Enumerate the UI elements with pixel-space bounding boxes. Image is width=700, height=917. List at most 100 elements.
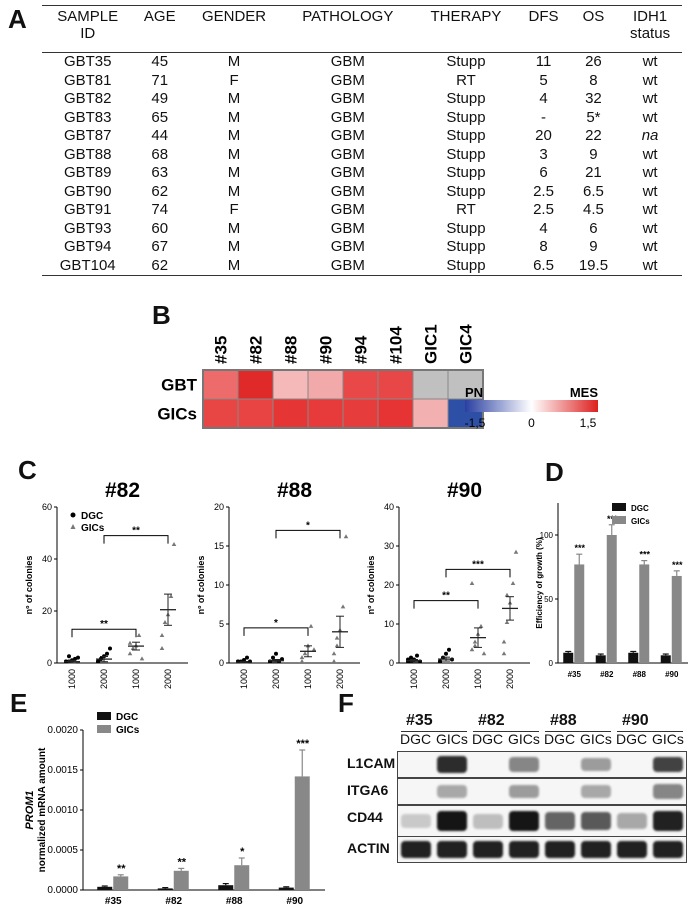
table-cell: F bbox=[229, 71, 239, 89]
legend-mes-label: MES bbox=[570, 385, 599, 400]
data-point bbox=[334, 635, 340, 640]
table-cell: Stupp bbox=[446, 53, 486, 71]
table-cell: 49 bbox=[151, 90, 169, 108]
y-tick-label: 0 bbox=[389, 658, 394, 668]
blot-band bbox=[617, 840, 647, 859]
heatmap-cell bbox=[237, 369, 274, 400]
x-tick-label: 1000 bbox=[131, 669, 141, 689]
significance-bracket bbox=[445, 568, 511, 578]
heatmap-column-label: #94 bbox=[352, 335, 371, 364]
data-point bbox=[96, 659, 100, 664]
table-row: GBT104 62 M GBM Stupp 6.5 19.5 wt bbox=[42, 256, 682, 276]
blot-band bbox=[509, 810, 539, 832]
blot-protein-label: ITGA6 bbox=[347, 782, 389, 798]
data-point bbox=[302, 651, 308, 656]
data-point bbox=[343, 534, 349, 539]
panel-label-c: C bbox=[18, 455, 37, 485]
table-cell: 71 bbox=[151, 71, 169, 89]
blot-protein-label: ACTIN bbox=[347, 840, 390, 856]
blot-protein-label: CD44 bbox=[347, 809, 383, 825]
heatmap-cell bbox=[377, 369, 414, 400]
table-cell: 19.5 bbox=[568, 256, 619, 276]
table-cell: Stupp bbox=[446, 238, 486, 256]
blot-sample-label: #82 bbox=[478, 712, 505, 729]
legend-swatch bbox=[97, 725, 111, 733]
table-cell: Stupp bbox=[413, 256, 519, 276]
data-point bbox=[331, 659, 337, 663]
data-point bbox=[159, 646, 165, 650]
table-cell: Stupp bbox=[446, 219, 486, 237]
y-tick-label: 40 bbox=[42, 554, 52, 564]
data-point bbox=[76, 655, 80, 660]
x-tick-label: #82 bbox=[600, 670, 614, 679]
panel-label-d: D bbox=[545, 457, 564, 487]
y-tick-label: 15 bbox=[214, 541, 224, 551]
chart-title: #82 bbox=[105, 479, 140, 502]
table-cell: 5 bbox=[539, 71, 548, 89]
table-cell: Stupp bbox=[446, 164, 486, 182]
table-row: GBT90 62 M GBM Stupp 2.5 6.5 wt bbox=[42, 183, 682, 202]
table-cell: M bbox=[227, 238, 241, 256]
table-cell: wt bbox=[642, 108, 658, 126]
blot-band bbox=[581, 784, 611, 799]
blot-lane-label: GICs bbox=[652, 731, 684, 747]
prom1-mrna-chart: 0.00000.00050.00100.00150.0020#35**#82**… bbox=[24, 712, 325, 907]
table-cell: 22 bbox=[585, 127, 602, 145]
y-tick-label: 0 bbox=[47, 658, 52, 668]
heatmap-row-label: GBT bbox=[161, 376, 198, 395]
heatmap-cell bbox=[412, 369, 449, 400]
growth-efficiency-chart: 050100#35***#82***#88***#90***DGCGICsEff… bbox=[535, 503, 688, 679]
blot-strip bbox=[397, 778, 687, 805]
significance-stars: ** bbox=[442, 591, 450, 602]
table-row: GBT93 60 M GBM Stupp 4 6 wt bbox=[42, 220, 682, 239]
table-cell: GBT104 bbox=[42, 256, 134, 276]
x-tick-label: 1000 bbox=[67, 669, 77, 689]
legend-label: DGC bbox=[116, 712, 138, 723]
table-cell: 26 bbox=[585, 53, 602, 71]
significance-stars: * bbox=[306, 520, 310, 531]
y-tick-label: 20 bbox=[384, 580, 394, 590]
table-cell: 8 bbox=[539, 238, 548, 256]
blot-sample-label: #35 bbox=[406, 712, 433, 729]
heatmap: #35 #82 #88 #90 #94 #104 GIC1 GIC4 GBT GICs PN MES -… bbox=[157, 324, 599, 430]
table-cell: wt bbox=[642, 219, 658, 237]
x-tick-label: 1000 bbox=[303, 669, 313, 689]
data-point bbox=[469, 581, 475, 585]
y-tick-label: 100 bbox=[540, 531, 554, 540]
bar bbox=[606, 535, 617, 663]
blot-band bbox=[509, 757, 539, 772]
table-cell: 65 bbox=[151, 108, 169, 126]
heatmap-cell bbox=[272, 398, 309, 429]
colony-chart-88: #88 0 5 10 15 20 nº of colonies 1000 2000 1000 200… bbox=[196, 479, 360, 689]
blot-band bbox=[437, 756, 467, 773]
blot-band bbox=[509, 784, 539, 799]
table-cell: GBT93 bbox=[63, 219, 112, 237]
table-row: GBT89 63 M GBM Stupp 6 21 wt bbox=[42, 164, 682, 183]
x-tick-label: 1000 bbox=[239, 669, 249, 689]
blot-lane-label: GICs bbox=[580, 731, 612, 747]
bar bbox=[595, 655, 606, 663]
table-cell: M bbox=[227, 219, 241, 237]
table-cell: 9 bbox=[589, 238, 598, 256]
bar bbox=[574, 564, 585, 663]
table-cell: M bbox=[227, 90, 241, 108]
table-cell: wt bbox=[642, 182, 658, 200]
x-tick-label: 2000 bbox=[335, 669, 345, 689]
x-tick-label: 2000 bbox=[99, 669, 109, 689]
table-cell: wt bbox=[642, 145, 658, 163]
data-point bbox=[162, 620, 168, 624]
significance-bracket bbox=[413, 600, 479, 609]
table-cell: wt bbox=[618, 256, 682, 276]
heatmap-cell bbox=[272, 369, 309, 400]
significance-stars: *** bbox=[639, 550, 650, 560]
table-cell: 3 bbox=[539, 145, 548, 163]
blot-band bbox=[401, 813, 431, 829]
y-tick-label: 0 bbox=[549, 659, 554, 668]
x-tick-label: #88 bbox=[226, 896, 243, 907]
y-axis-gene-label: PROM1 bbox=[24, 790, 36, 829]
table-cell: M bbox=[227, 53, 241, 71]
data-point bbox=[236, 659, 240, 664]
y-tick-label: 0.0015 bbox=[47, 765, 78, 776]
data-point bbox=[136, 633, 142, 637]
blot-band bbox=[437, 784, 467, 799]
